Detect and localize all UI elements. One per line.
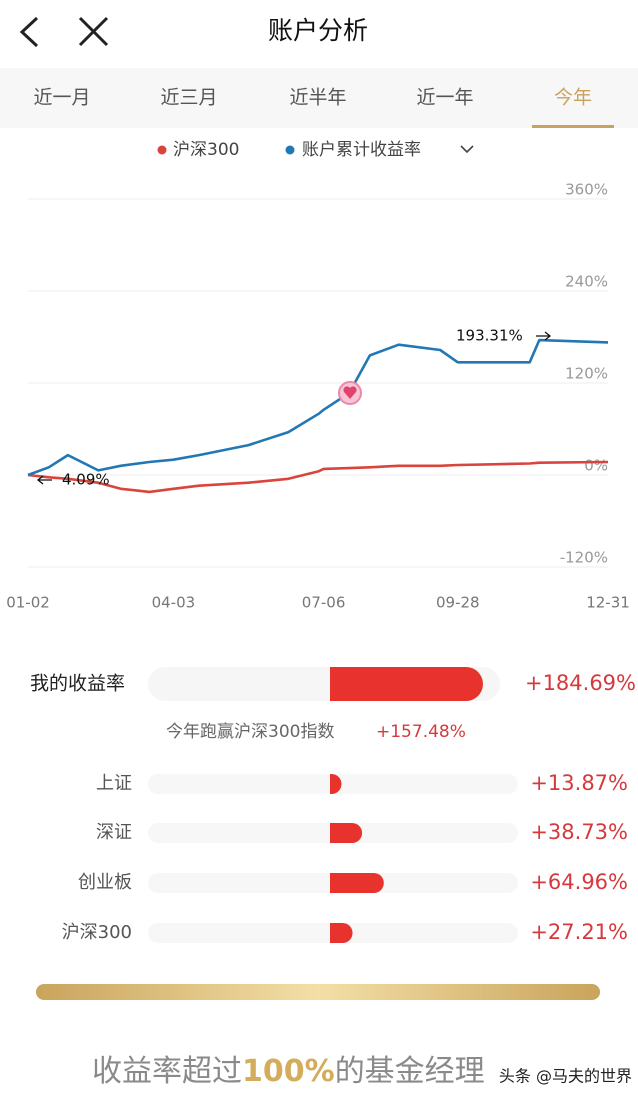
annotation: 193.31% [456,327,523,345]
annotation-arrow [36,475,52,485]
y-tick-label: -120% [560,549,608,567]
y-tick-label: 360% [565,181,608,199]
legend-dropdown[interactable] [460,145,474,154]
comparison: 我的收益率 +184.69% 今年跑赢沪深300指数 +157.48% 上证 +13.87… [30,667,636,944]
legend-marker [157,145,167,155]
page-title: 账户分析 [268,16,368,45]
bar [330,873,384,893]
watermark: 头条 @马夫的世界 [499,1067,632,1086]
row-value: +184.69% [525,671,636,695]
x-tick-label: 01-02 [6,594,50,612]
series-line [27,460,609,494]
legend-label: 沪深300 [173,140,239,160]
tab[interactable]: 近三月 [160,87,217,109]
tab[interactable]: 近一年 [416,87,473,109]
bar [330,774,342,794]
y-tick-label: 0% [584,457,608,475]
close-button[interactable] [78,16,109,47]
chart: 沪深300 账户累计收益率 360% 240% 120% 0% -120% 01-02 04-0… [6,140,630,612]
back-button[interactable] [19,16,39,48]
bar [330,923,353,943]
row-value: +64.96% [530,870,628,894]
tab[interactable]: 今年 [554,87,592,109]
row-label: 沪深300 [62,922,132,943]
tab[interactable]: 近一月 [33,87,90,109]
legend-label: 账户累计收益率 [302,140,421,160]
gold-divider [36,984,600,1000]
slogan-highlight: 100% [242,1054,335,1089]
footer-slogan: 收益率超过100%的基金经理 [92,1054,485,1089]
row-label: 我的收益率 [30,673,125,695]
row-value: +38.73% [530,820,628,844]
annotation: 4.09% [62,471,110,489]
x-tick-label: 12-31 [586,594,630,612]
row-value: +13.87% [530,771,628,795]
event-heart [343,386,357,399]
row-value: +27.21% [530,920,628,944]
row-label: 创业板 [78,872,132,893]
row-label: 深证 [96,822,132,843]
bar [330,667,483,701]
x-tick-label: 07-06 [302,594,346,612]
tab[interactable]: 近半年 [289,87,346,109]
series-line [27,338,609,477]
slogan-part: 的基金经理 [335,1054,485,1089]
x-tick-label: 04-03 [152,594,196,612]
y-tick-label: 240% [565,273,608,291]
tab-bar [0,68,638,128]
summary-value: +157.48% [376,722,466,742]
slogan-part: 收益率超过 [92,1054,242,1089]
annotation-arrow [536,331,552,341]
tab-indicator [532,125,614,128]
legend-marker [285,145,295,155]
tabs: 近一月 近三月 近半年 近一年 今年 [33,87,614,128]
x-tick-label: 09-28 [436,594,480,612]
row-label: 上证 [96,773,132,794]
bar [330,823,363,843]
y-tick-label: 120% [565,365,608,383]
summary-text: 今年跑赢沪深300指数 [166,722,334,742]
